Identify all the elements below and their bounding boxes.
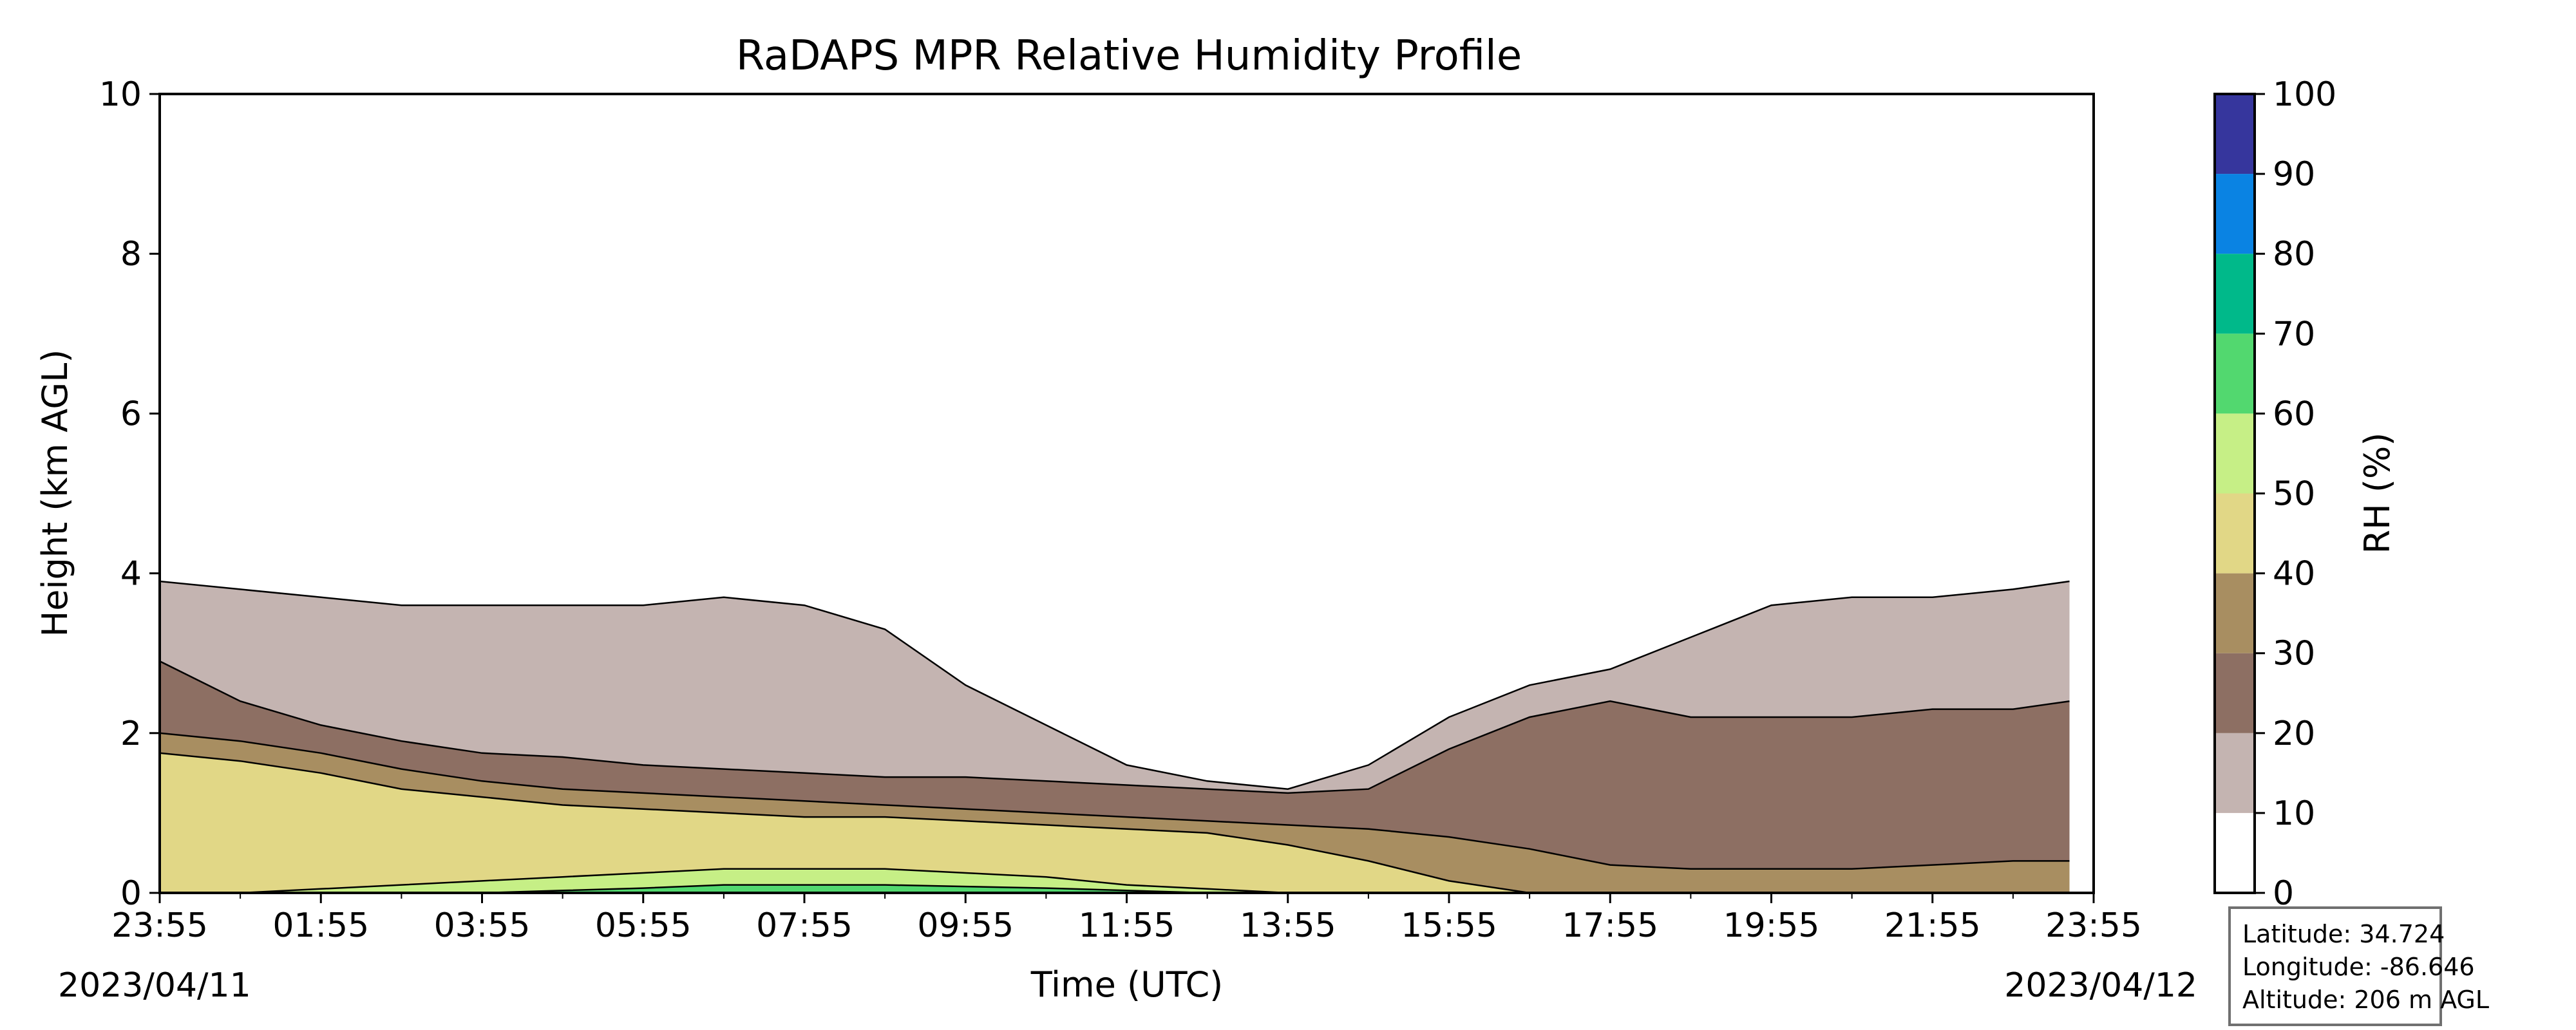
contour-line-rh-30 — [160, 732, 2070, 870]
colorbar-swatch-5 — [2215, 413, 2255, 494]
y-tick-label: 6 — [120, 395, 142, 433]
colorbar-tick-label: 10 — [2273, 794, 2315, 833]
x-tick-label: 19:55 — [1723, 906, 1820, 945]
contour-line-rh-50 — [160, 868, 2070, 893]
x-end-date: 2023/04/12 — [2004, 966, 2197, 1005]
x-tick-label: 07:55 — [756, 906, 853, 945]
latitude-text: Latitude: 34.724 — [2242, 920, 2445, 948]
colorbar-tick-label: 80 — [2273, 235, 2315, 274]
colorbar-tick-label: 90 — [2273, 155, 2315, 194]
x-tick-label: 15:55 — [1401, 906, 1497, 945]
x-tick-label: 09:55 — [917, 906, 1014, 945]
x-tick-label: 03:55 — [434, 906, 531, 945]
contour-fill-layer — [160, 581, 2070, 893]
x-start-date: 2023/04/11 — [58, 966, 251, 1005]
x-tick-label: 23:55 — [2045, 906, 2142, 945]
colorbar-tick-label: 100 — [2273, 75, 2336, 114]
x-axis-label: Time (UTC) — [1030, 964, 1224, 1005]
y-axis: 0 2 4 6 8 10 — [99, 75, 160, 913]
x-tick-label: 23:55 — [111, 906, 208, 945]
colorbar-swatch-7 — [2215, 254, 2255, 334]
contour-line-rh-60 — [160, 884, 2070, 893]
x-axis: 23:55 01:55 03:55 05:55 07:55 09:55 11:55 13:55… — [111, 893, 2142, 945]
contour-line-rh-10 — [160, 580, 2070, 790]
colorbar-tick-label: 30 — [2273, 635, 2315, 673]
colorbar-swatch-6 — [2215, 333, 2255, 414]
colorbar — [2215, 94, 2255, 893]
altitude-text: Altitude: 206 m AGL — [2242, 986, 2490, 1014]
colorbar-tick-label: 70 — [2273, 315, 2315, 353]
y-tick-label: 0 — [120, 874, 142, 913]
y-axis-label: Height (km AGL) — [35, 350, 75, 637]
colorbar-swatch-1 — [2215, 733, 2255, 813]
x-tick-label: 01:55 — [272, 906, 369, 945]
x-tick-label: 21:55 — [1884, 906, 1981, 945]
contour-line-rh-40 — [160, 752, 2070, 893]
x-tick-label: 17:55 — [1562, 906, 1658, 945]
x-tick-label: 13:55 — [1240, 906, 1336, 945]
colorbar-tick-label: 40 — [2273, 555, 2315, 594]
colorbar-tick-label: 20 — [2273, 715, 2315, 753]
x-tick-label: 11:55 — [1079, 906, 1175, 945]
contour-line-layer — [160, 580, 2070, 893]
chart-title: RaDAPS MPR Relative Humidity Profile — [736, 32, 1522, 80]
contour-region-rh-50 — [160, 868, 2070, 893]
station-info-box: Latitude: 34.724 Longitude: -86.646 Alti… — [2228, 906, 2490, 1026]
colorbar-label: RH (%) — [2357, 433, 2398, 554]
colorbar-swatch-8 — [2215, 174, 2255, 254]
contour-line-rh-20 — [160, 660, 2070, 794]
colorbar-tick-label: 60 — [2273, 395, 2315, 433]
y-tick-label: 4 — [120, 555, 142, 594]
colorbar-tick-label: 50 — [2273, 475, 2315, 514]
colorbar-swatch-4 — [2215, 493, 2255, 574]
colorbar-swatch-2 — [2215, 653, 2255, 733]
y-tick-label: 10 — [99, 75, 142, 114]
y-tick-label: 2 — [120, 715, 142, 753]
y-tick-label: 8 — [120, 235, 142, 274]
colorbar-swatch-0 — [2215, 812, 2255, 893]
contour-region-rh-60 — [160, 885, 2070, 893]
colorbar-swatch-3 — [2215, 573, 2255, 653]
contour-region-rh-40 — [160, 753, 2070, 893]
x-tick-label: 05:55 — [595, 906, 692, 945]
longitude-text: Longitude: -86.646 — [2242, 953, 2475, 981]
colorbar-swatch-9 — [2215, 94, 2255, 174]
